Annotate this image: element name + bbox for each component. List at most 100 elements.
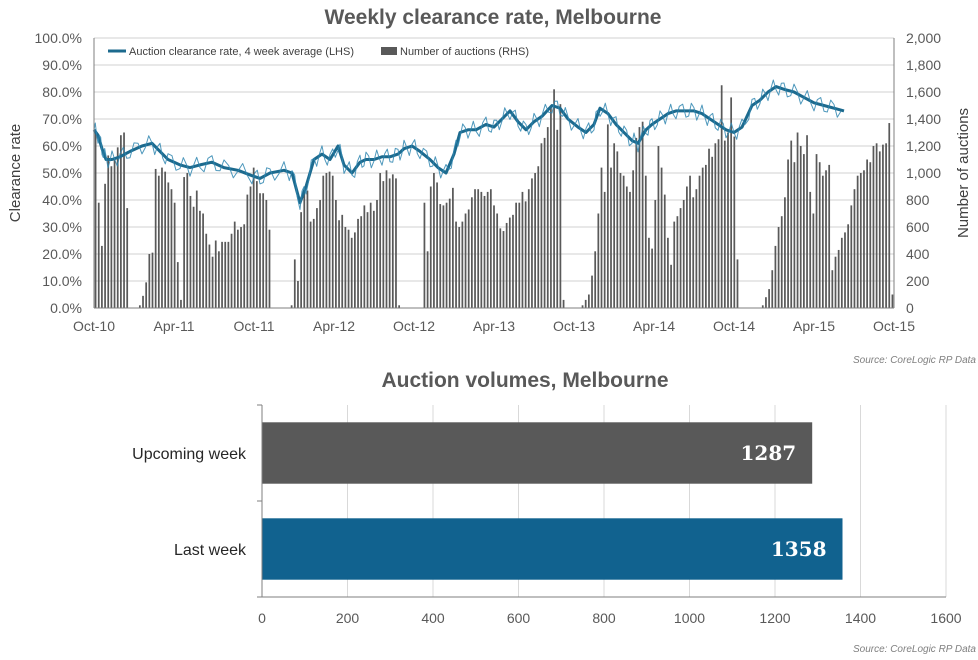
auction-count-bar [157,175,160,308]
auction-count-bar [237,229,239,308]
auction-count-bar [189,195,192,308]
clearance-x-tick-label: Apr-11 [154,318,195,334]
auction-count-bar [632,170,634,308]
clearance-chart: Weekly clearance rate, Melbourne 0.0% 10.… [7,6,976,366]
auction-count-bar [398,305,401,308]
auction-count-bar [878,151,881,308]
auction-count-bar [306,190,309,308]
auction-count-bar [562,299,565,308]
auction-count-bar [113,159,116,308]
auction-count-bar [227,241,230,308]
auction-count-bar [208,244,211,308]
volume-chart: Auction volumes, Melbourne 1287 1358 Upco… [132,369,976,655]
auction-count-bar [101,245,103,308]
auction-count-bar [151,252,154,308]
auction-count-bar [496,213,499,308]
clearance-chart-x-ticks: Oct-10 Apr-11 Oct-11 Apr-12 Oct-12 Apr-13 Oct-… [73,318,915,334]
auction-count-bar [385,170,388,308]
clearance-x-tick-label: Oct-10 [73,318,115,334]
clearance-chart-axes [93,38,895,309]
auction-count-bar [550,105,552,308]
auction-count-bar [553,89,555,308]
auction-count-bar [186,173,189,308]
auction-count-bar [625,186,628,308]
auction-count-bar [388,178,391,308]
clearance-left-tick-label: 100.0% [35,30,82,46]
auction-count-bar [581,305,584,308]
auction-count-bar [357,218,359,308]
clearance-right-tick-label: 1,600 [906,84,941,100]
auction-count-bar [423,202,426,308]
auction-count-bar [255,181,258,308]
auction-count-bar [543,137,546,308]
auction-count-bar [195,190,198,308]
auction-count-bar [695,189,698,308]
auction-count-bar [799,146,802,308]
auction-count-bar [698,175,701,308]
auction-count-bar [391,174,394,308]
auction-count-bar [297,281,299,308]
auction-count-bar [354,232,356,308]
auction-count-bar [505,222,508,308]
auction-count-bar [869,162,872,308]
auction-count-bar [654,200,657,308]
auction-count-bar [591,275,593,308]
auction-count-bar [369,202,372,308]
auction-count-bar [341,214,344,308]
clearance-rate-weekly-line [93,79,842,210]
auction-count-bar [97,202,100,308]
auction-count-bar [679,208,682,308]
auction-count-bar [325,173,328,308]
auction-count-bar [170,189,173,308]
clearance-right-tick-label: 200 [906,273,930,289]
auction-count-bar [262,193,265,308]
auction-count-bar [243,224,246,308]
auction-count-bar [540,143,543,308]
auction-count-bar [303,193,306,308]
auction-count-bar [803,154,805,308]
auction-count-bar [622,175,625,308]
auction-count-bar [727,132,729,308]
clearance-chart-title: Weekly clearance rate, Melbourne [325,6,662,29]
auction-count-bar [638,127,641,308]
auction-count-bar [828,164,831,308]
auction-count-bar [821,175,824,308]
auction-count-bar [467,209,470,308]
clearance-x-tick-label: Oct-13 [553,318,595,334]
auction-count-bar [230,233,233,308]
volume-category-label: Upcoming week [132,446,247,463]
auction-count-bar [107,155,110,308]
auction-count-bar [224,241,227,308]
auction-count-bar [825,170,827,308]
volume-chart-x-ticks: 0 200 400 600 800 1000 1200 1400 1600 [258,610,962,626]
auction-count-bar [648,237,650,308]
auction-count-bar [784,197,786,308]
auction-count-bar [733,136,736,308]
auction-count-bar [872,146,875,308]
clearance-chart-left-ticks: 0.0% 10.0% 20.0% 30.0% 40.0% 50.0% 60.0% 70.0% 8… [35,30,82,316]
auction-count-bar [850,205,853,308]
auction-count-bar [689,175,691,308]
auction-count-bar [708,148,710,308]
auction-count-bar [426,251,429,308]
auction-count-bar [161,167,163,308]
auction-count-bar [474,189,476,308]
clearance-right-tick-label: 600 [906,219,930,235]
auction-count-bar [126,208,129,308]
auction-count-bar [777,227,780,308]
auction-count-bar [252,167,255,308]
auction-count-bar [866,159,868,308]
auction-count-bar [360,216,363,308]
auction-count-bar [537,166,540,308]
auction-count-bar [856,175,859,308]
auction-count-bar [240,227,242,308]
clearance-left-tick-label: 40.0% [42,192,82,208]
auction-count-bar [720,85,723,308]
clearance-chart-gridlines [94,37,894,309]
auction-count-bar [885,143,887,308]
auction-count-bar [765,297,767,308]
auction-count-bar [268,229,271,308]
auction-count-bar [644,175,647,308]
clearance-x-tick-label: Oct-15 [873,318,915,334]
